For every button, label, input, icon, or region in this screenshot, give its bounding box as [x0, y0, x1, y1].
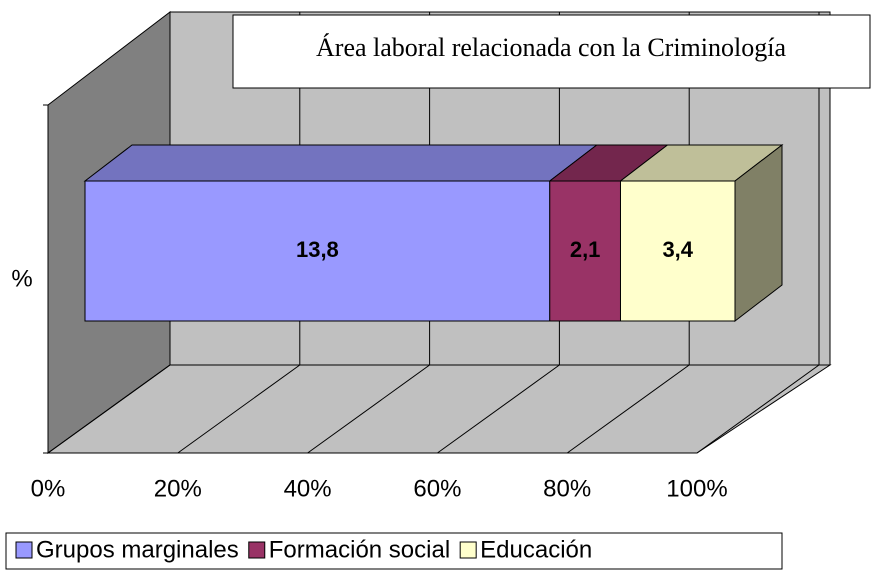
floor-grid-line	[696, 364, 820, 454]
legend-swatch	[459, 541, 477, 559]
bar	[84, 180, 551, 322]
floor-grid-line	[437, 364, 560, 454]
legend-swatch	[248, 541, 266, 559]
floor	[46, 364, 832, 454]
legend-label: Grupos marginales	[36, 536, 239, 563]
value-label: 3,4	[662, 237, 693, 262]
bar	[549, 180, 621, 322]
floor-grid-line	[47, 364, 171, 454]
value-label: 2,1	[570, 237, 601, 262]
x-tick-label: 0%	[31, 475, 66, 502]
chart-title: Área laboral relacionada con la Criminol…	[316, 33, 786, 62]
legend-swatch	[15, 541, 33, 559]
x-tick-label: 60%	[413, 475, 461, 502]
legend-label: Formación social	[269, 536, 450, 563]
x-tick-label: 80%	[543, 475, 591, 502]
value-label: 13,8	[296, 237, 339, 262]
bar-top	[83, 144, 599, 182]
floor-grid-line	[177, 364, 301, 454]
bar	[619, 180, 736, 322]
x-tick-label: 100%	[666, 475, 727, 502]
floor-grid-line	[566, 364, 690, 454]
title-box	[232, 14, 871, 89]
floor-grid-line	[307, 364, 430, 454]
category-label: %	[11, 265, 32, 292]
x-tick-label: 40%	[284, 475, 332, 502]
x-tick-label: 20%	[154, 475, 202, 502]
legend-box	[5, 532, 783, 570]
legend-label: Educación	[480, 536, 592, 563]
